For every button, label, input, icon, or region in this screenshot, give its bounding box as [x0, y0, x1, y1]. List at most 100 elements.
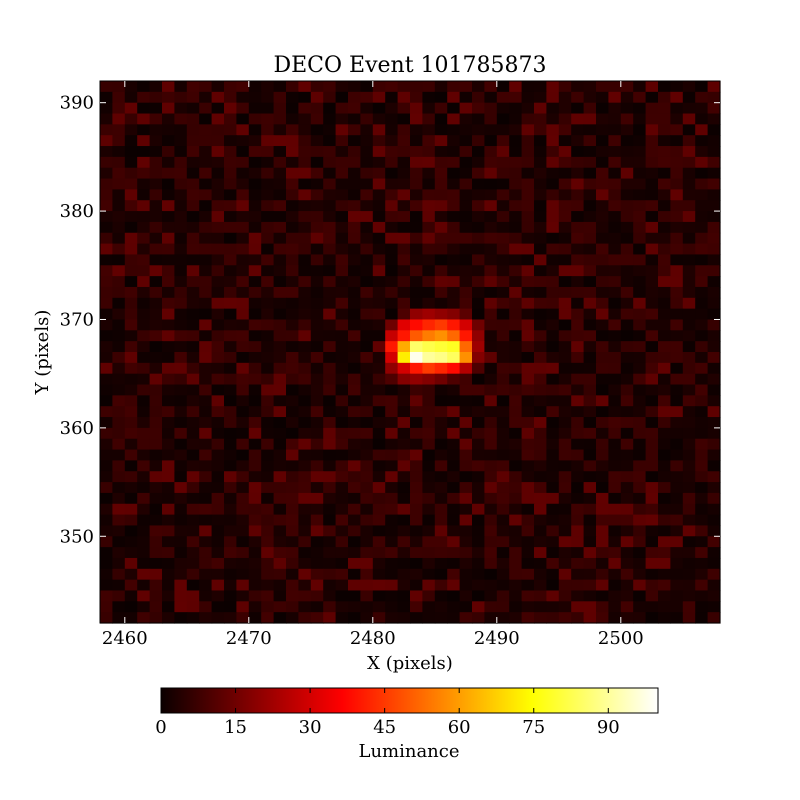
heatmap-cell: [186, 482, 200, 494]
heatmap-cell: [323, 525, 337, 537]
heatmap-cell: [348, 167, 361, 180]
heatmap-cell: [174, 221, 188, 234]
heatmap-cell: [682, 503, 696, 516]
heatmap-cell: [199, 579, 213, 592]
heatmap-cell: [608, 124, 622, 136]
heatmap-cell: [496, 167, 510, 180]
heatmap-cell: [348, 189, 361, 201]
heatmap-cell: [484, 568, 498, 581]
heatmap-cell: [645, 579, 659, 592]
heatmap-cell: [100, 81, 113, 93]
heatmap-cell: [558, 503, 572, 516]
heatmap-cell: [620, 514, 634, 527]
heatmap-cell: [310, 113, 324, 125]
heatmap-cell: [273, 514, 287, 527]
heatmap-cell: [509, 492, 523, 505]
heatmap-cell: [546, 427, 560, 440]
heatmap-cell: [224, 438, 237, 451]
heatmap-cell: [286, 525, 299, 537]
heatmap-cell: [571, 232, 585, 245]
heatmap-cell: [434, 460, 448, 472]
heatmap-cell: [199, 373, 213, 386]
heatmap-cell: [397, 124, 411, 136]
x-tick-label: 2490: [474, 628, 520, 649]
heatmap-cell: [645, 384, 659, 396]
heatmap-cell: [496, 449, 510, 461]
heatmap-cell: [186, 243, 200, 256]
heatmap-cell: [360, 417, 374, 429]
heatmap-cell: [149, 427, 163, 440]
heatmap-cell: [422, 373, 436, 386]
heatmap-cell: [422, 427, 436, 440]
heatmap-cell: [112, 503, 126, 516]
heatmap-cell: [509, 590, 523, 602]
heatmap-cell: [100, 449, 113, 461]
heatmap-cell: [224, 373, 237, 386]
heatmap-cell: [546, 221, 560, 234]
heatmap-cell: [310, 384, 324, 396]
heatmap-cell: [434, 471, 448, 483]
heatmap-cell: [608, 612, 622, 624]
heatmap-cell: [385, 91, 399, 104]
heatmap-cell: [496, 189, 510, 201]
x-tick-label: 2480: [350, 628, 396, 649]
heatmap-cell: [608, 167, 622, 180]
heatmap-cell: [174, 482, 188, 494]
heatmap-cell: [484, 319, 498, 331]
heatmap-cell: [261, 352, 275, 364]
heatmap-cell: [472, 265, 485, 277]
heatmap-cell: [199, 536, 213, 548]
heatmap-cell: [583, 200, 597, 212]
heatmap-cell: [261, 514, 275, 527]
heatmap-cell: [484, 612, 498, 624]
heatmap-cell: [397, 471, 411, 483]
colorbar-ticks: 0 15 30 45 60 75 90: [155, 688, 620, 738]
heatmap-cell: [397, 612, 411, 624]
heatmap-cell: [447, 612, 461, 624]
heatmap-cell: [422, 557, 436, 570]
heatmap-cell: [348, 286, 361, 299]
heatmap-cell: [658, 525, 671, 537]
heatmap-cell: [434, 536, 448, 548]
heatmap-cell: [236, 135, 250, 147]
heatmap-cell: [162, 124, 175, 136]
heatmap-cell: [360, 156, 374, 169]
heatmap-cell: [372, 156, 386, 169]
heatmap-cell: [534, 427, 547, 440]
heatmap-cell: [496, 91, 510, 104]
heatmap-cell: [558, 113, 572, 125]
heatmap-cell: [558, 330, 572, 342]
heatmap-cell: [633, 590, 647, 602]
heatmap-cell: [707, 590, 721, 602]
heatmap-cell: [583, 276, 597, 288]
heatmap-cell: [199, 525, 213, 537]
heatmap-cell: [298, 200, 312, 212]
heatmap-cell: [645, 319, 659, 331]
heatmap-cell: [509, 254, 523, 266]
heatmap-cell: [298, 146, 312, 158]
heatmap-cell: [149, 330, 163, 342]
heatmap-cell: [199, 135, 213, 147]
heatmap-cell: [335, 276, 349, 288]
heatmap-cell: [248, 211, 262, 223]
heatmap-cell: [100, 492, 113, 505]
heatmap-cell: [100, 124, 113, 136]
heatmap-cell: [410, 308, 423, 321]
heatmap-cell: [534, 406, 547, 418]
heatmap-cell: [211, 460, 225, 472]
heatmap-cell: [261, 265, 275, 277]
heatmap-cell: [174, 102, 188, 115]
heatmap-cell: [211, 308, 225, 321]
heatmap-cell: [112, 352, 126, 364]
heatmap-cell: [509, 395, 523, 407]
heatmap-cell: [360, 243, 374, 256]
heatmap-cell: [286, 417, 299, 429]
heatmap-cell: [645, 395, 659, 407]
heatmap-cell: [658, 254, 671, 266]
heatmap-cell: [211, 557, 225, 570]
heatmap-cell: [298, 167, 312, 180]
heatmap-cell: [186, 557, 200, 570]
heatmap-cell: [534, 373, 547, 386]
heatmap-cell: [224, 232, 237, 245]
heatmap-cell: [186, 525, 200, 537]
